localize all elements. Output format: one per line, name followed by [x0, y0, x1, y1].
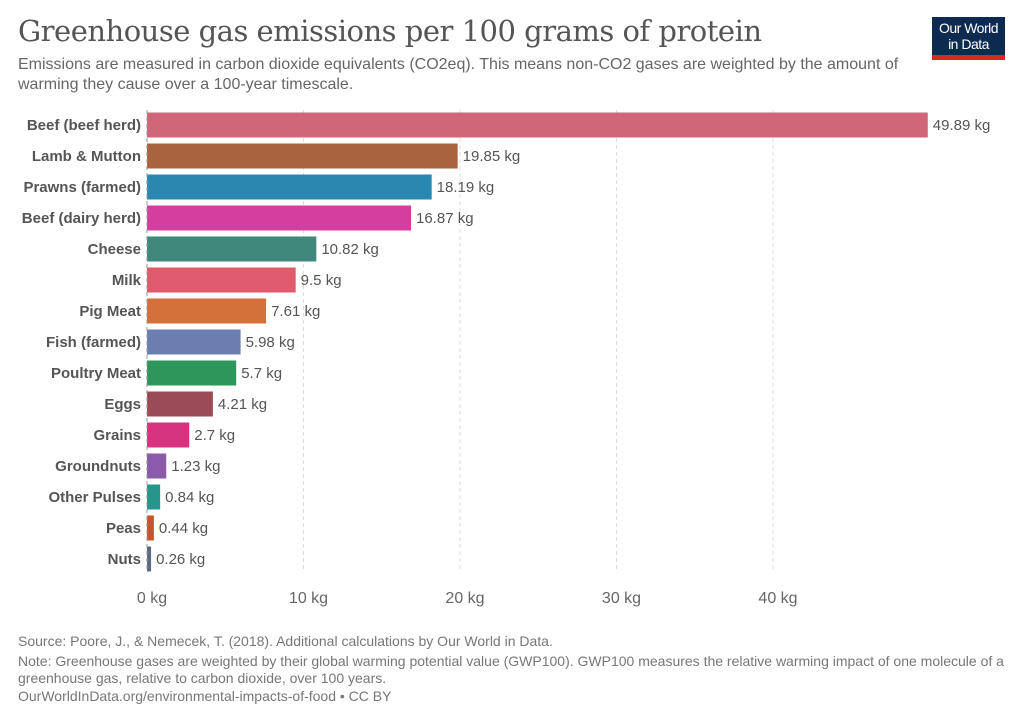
- value-label: 18.19 kg: [437, 179, 495, 196]
- logo-line-2: in Data: [948, 36, 989, 52]
- category-label: Cheese: [88, 241, 141, 258]
- x-tick-label: 0 kg: [137, 590, 167, 607]
- bar: [147, 422, 190, 448]
- bar: [147, 329, 241, 355]
- category-label: Milk: [112, 272, 142, 289]
- bar: [147, 546, 152, 572]
- category-label: Peas: [106, 520, 141, 537]
- category-label: Nuts: [108, 551, 141, 568]
- category-label: Grains: [93, 427, 141, 444]
- category-label: Beef (beef herd): [27, 117, 141, 134]
- bar: [147, 267, 296, 293]
- value-label: 16.87 kg: [416, 210, 474, 227]
- value-label: 5.7 kg: [241, 365, 282, 382]
- bar: [147, 174, 432, 200]
- bar: [147, 515, 154, 541]
- x-tick-label: 10 kg: [289, 590, 328, 607]
- bar: [147, 236, 317, 262]
- value-label: 0.44 kg: [159, 520, 208, 537]
- category-label: Lamb & Mutton: [32, 148, 141, 165]
- bar: [147, 360, 237, 386]
- value-label: 2.7 kg: [194, 427, 235, 444]
- value-label: 0.26 kg: [156, 551, 205, 568]
- category-label: Groundnuts: [55, 458, 141, 475]
- category-label: Beef (dairy herd): [22, 210, 141, 227]
- category-label: Other Pulses: [48, 489, 141, 506]
- x-tick-label: 40 kg: [758, 590, 797, 607]
- note-text: Note: Greenhouse gases are weighted by t…: [18, 653, 1004, 686]
- x-tick-label: 20 kg: [445, 590, 484, 607]
- owid-logo[interactable]: Our World in Data: [932, 17, 1005, 60]
- url-license[interactable]: OurWorldInData.org/environmental-impacts…: [18, 688, 392, 704]
- category-label: Fish (farmed): [46, 334, 141, 351]
- value-label: 7.61 kg: [271, 303, 320, 320]
- bar: [147, 205, 412, 231]
- source-text: Source: Poore, J., & Nemecek, T. (2018).…: [18, 633, 553, 649]
- chart-subtitle: Emissions are measured in carbon dioxide…: [18, 56, 899, 93]
- logo-line-1: Our World: [938, 20, 999, 36]
- bar: [147, 143, 458, 169]
- bar: [147, 298, 267, 324]
- bar: [147, 391, 213, 417]
- value-label: 4.21 kg: [218, 396, 267, 413]
- category-label: Prawns (farmed): [23, 179, 141, 196]
- category-label: Pig Meat: [79, 303, 141, 320]
- bar: [147, 453, 167, 479]
- value-label: 1.23 kg: [171, 458, 220, 475]
- value-label: 19.85 kg: [463, 148, 521, 165]
- bar: [147, 484, 161, 510]
- x-tick-label: 30 kg: [602, 590, 641, 607]
- value-label: 5.98 kg: [246, 334, 295, 351]
- value-label: 10.82 kg: [321, 241, 379, 258]
- category-label: Poultry Meat: [51, 365, 141, 382]
- bar: [147, 112, 928, 138]
- value-label: 49.89 kg: [933, 117, 991, 134]
- value-label: 0.84 kg: [165, 489, 214, 506]
- category-label: Eggs: [104, 396, 141, 413]
- value-label: 9.5 kg: [301, 272, 342, 289]
- chart-title: Greenhouse gas emissions per 100 grams o…: [18, 14, 762, 48]
